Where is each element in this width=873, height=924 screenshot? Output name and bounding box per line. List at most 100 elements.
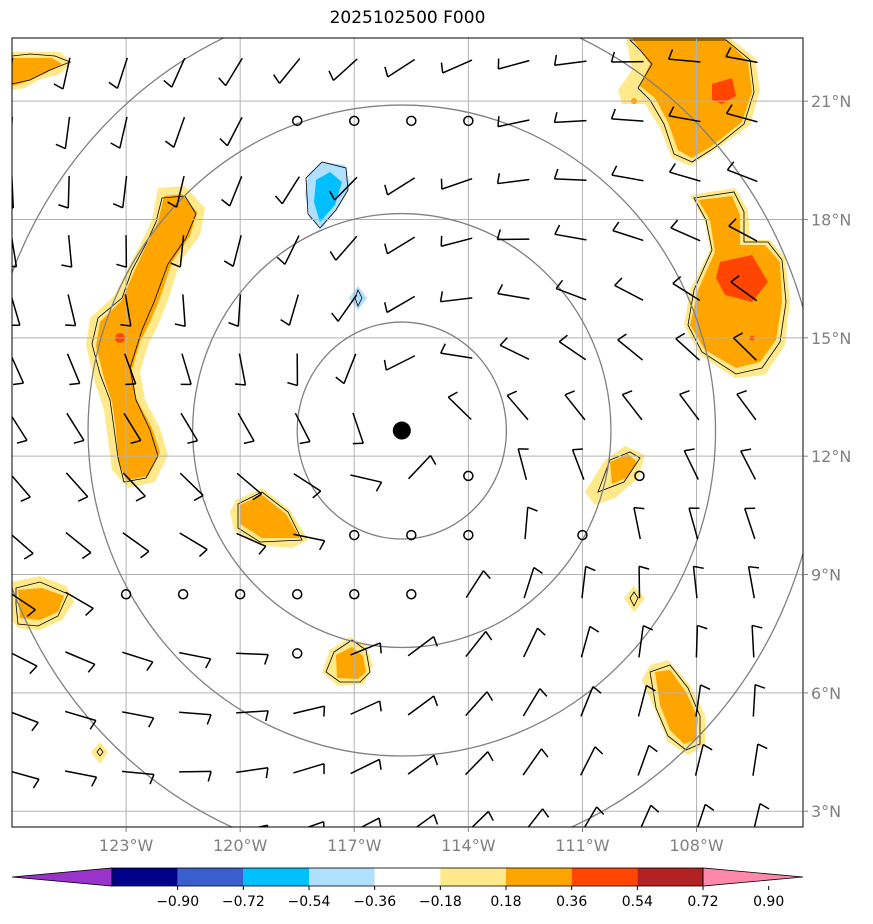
barb-feather [125,383,136,386]
barb-staff [637,685,648,717]
barb-staff [465,691,488,717]
barb-feather [35,836,40,845]
barb-feather [751,624,763,629]
wind-barb [53,57,71,90]
longitude-ticks: 123°W 120°W 117°W 114°W 111°W 108°W [99,827,724,855]
storm-center-marker [392,421,411,440]
wind-barb [58,176,70,209]
barb-feather [218,77,227,87]
barb-staff [288,294,300,326]
barb-staff [621,394,643,421]
barb-staff [740,450,757,480]
wind-barb [571,448,585,480]
barb-feather [553,168,559,180]
barb-feather [672,276,682,284]
wind-barb [236,652,269,665]
wind-barb [694,743,713,776]
wind-barb [747,565,760,599]
barb-feather [564,390,575,396]
barb-feather [73,439,85,444]
barb-feather [383,359,388,371]
wind-barb [66,412,85,444]
barb-feather [274,195,283,205]
wind-barb [12,116,13,135]
barb-feather [29,665,38,675]
wind-barb [752,743,768,776]
barb-staff [175,175,185,208]
colorbar-tick-label: 0.90 [753,894,784,910]
barb-staff [554,233,587,241]
wind-barb [384,177,416,196]
barb-feather [69,382,80,386]
barb-staff [415,813,435,827]
shaded-region [91,742,108,764]
wind-barb [407,695,439,716]
wind-barb [179,651,212,669]
wind-barb [328,176,358,201]
wind-barb [447,391,472,421]
wind-barb [287,353,299,387]
shaded-region [642,660,705,755]
barb-feather [319,540,326,551]
wind-barb [12,57,14,68]
wind-barb [621,390,643,421]
calm-wind-circle [291,648,303,659]
barb-staff [747,566,756,599]
range-ring [87,104,717,757]
wind-barb [280,294,300,326]
shaded-region [618,38,760,166]
wind-barb [12,355,25,386]
barb-staff [386,295,416,314]
calm-wind-circle [291,588,303,600]
lat-tick-label: 12°N [811,447,851,466]
barb-staff [753,803,761,827]
wind-barb [611,165,644,182]
barb-staff [122,472,146,497]
barb-staff [387,177,416,196]
wind-barb [522,748,549,776]
barb-feather [149,774,155,785]
barb-feather [16,439,28,444]
wind-barb [725,47,758,64]
barb-staff [236,472,262,495]
barb-feather [432,636,439,647]
barb-staff [294,412,311,442]
barb-feather [12,265,17,268]
colorbar-tick-label: 0.54 [622,894,653,910]
barb-staff [633,507,642,540]
barb-feather [670,219,679,229]
wind-barb [564,390,586,421]
calm-wind-circle [349,115,360,127]
wind-barb [8,830,39,845]
barb-feather [112,202,124,209]
barb-feather [31,722,39,732]
barb-staff [688,507,699,540]
barb-staff [638,625,644,658]
barb-staff [522,627,539,658]
range-rings [12,38,803,827]
barb-feather [725,104,733,114]
wind-barb [728,218,758,242]
wind-barb [407,636,439,657]
barb-staff [668,115,701,123]
barb-feather [135,495,146,502]
barb-feather [280,318,290,326]
barb-feather [187,440,198,445]
barb-staff [695,684,702,717]
wind-barb [730,275,758,302]
barb-staff [173,116,186,148]
wind-barb [112,175,128,209]
barb-staff [498,59,530,70]
barb-feather [329,251,337,261]
barb-staff [116,57,129,89]
wind-barb [293,473,322,499]
barb-staff [236,532,267,548]
barb-staff [181,353,192,385]
barb-staff [668,58,701,63]
wind-barb [163,57,186,88]
barb-feather [206,714,212,725]
colorbar-segment [177,868,244,886]
wind-barb [614,277,644,301]
wind-barb [752,683,766,717]
wind-barb [65,531,92,560]
